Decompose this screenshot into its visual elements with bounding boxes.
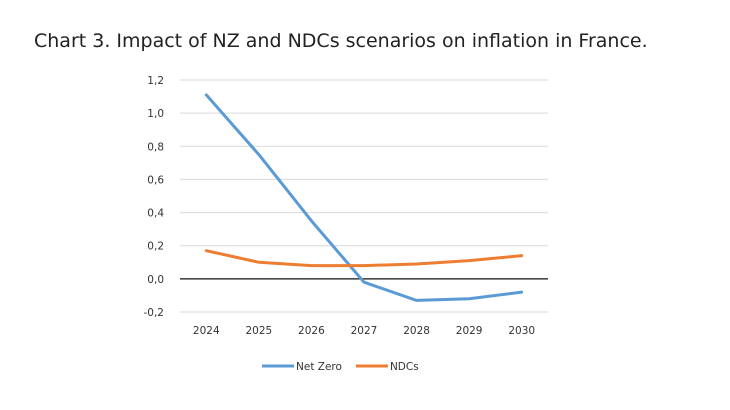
y-tick-label: 0,6	[147, 174, 164, 186]
x-tick-label: 2030	[508, 325, 535, 337]
gridlines	[180, 79, 548, 313]
series-lines	[204, 93, 524, 302]
chart-title: Chart 3. Impact of NZ and NDCs scenarios…	[34, 30, 648, 52]
legend: Net Zero NDCs	[262, 361, 419, 373]
y-tick-label: -0,2	[144, 307, 165, 319]
y-tick-label: 1,2	[147, 75, 164, 87]
series-line-ndcs	[204, 249, 524, 268]
legend-label-net-zero: Net Zero	[296, 361, 342, 373]
x-tick-label: 2024	[193, 325, 220, 337]
x-tick-label: 2029	[456, 325, 483, 337]
y-axis-ticks: 1,2 1,0 0,8 0,6 0,4 0,2 0,0 -0,2	[144, 75, 165, 319]
x-axis-ticks: 2024 2025 2026 2027 2028 2029 2030	[193, 325, 535, 337]
x-tick-label: 2026	[298, 325, 325, 337]
x-tick-label: 2028	[403, 325, 430, 337]
y-tick-label: 0,0	[147, 274, 164, 286]
legend-label-ndcs: NDCs	[390, 361, 419, 373]
y-tick-label: 0,2	[147, 241, 164, 253]
y-tick-label: 0,8	[147, 141, 164, 153]
series-line-net-zero	[204, 93, 524, 302]
y-tick-label: 1,0	[147, 108, 164, 120]
x-tick-label: 2025	[245, 325, 272, 337]
x-tick-label: 2027	[351, 325, 378, 337]
y-tick-label: 0,4	[147, 208, 164, 220]
